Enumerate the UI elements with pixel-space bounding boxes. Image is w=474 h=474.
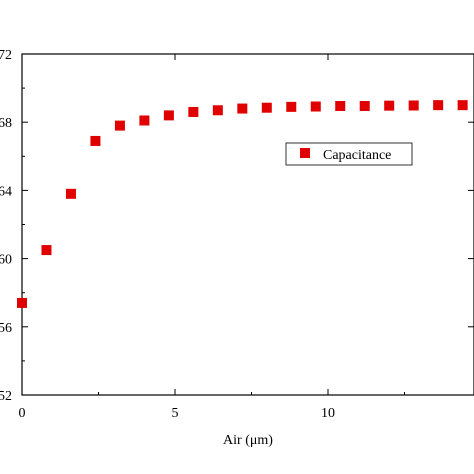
legend-marker [300, 148, 310, 158]
data-point [433, 100, 444, 111]
data-points [17, 100, 468, 308]
legend-box [285, 142, 413, 166]
data-point [114, 120, 125, 131]
y-tick-label: 56 [0, 321, 12, 336]
data-point [41, 245, 52, 256]
data-point [286, 101, 297, 112]
data-point [163, 110, 174, 121]
legend: Capacitance [285, 142, 413, 166]
x-axis-ticks: 0 5 10 [19, 54, 405, 421]
y-tick-label: 64 [0, 184, 12, 199]
y-tick-label: 72 [0, 48, 12, 63]
y-tick-label: 68 [0, 116, 12, 131]
data-point [90, 135, 101, 146]
data-point [212, 105, 223, 116]
data-point [384, 100, 395, 111]
data-point [188, 106, 199, 117]
x-axis-title: Air (μm) [223, 433, 273, 448]
x-tick-label: 0 [19, 406, 26, 421]
y-tick-label: 60 [0, 253, 12, 268]
data-point [310, 101, 321, 112]
data-point [457, 100, 468, 111]
plot-frame [21, 53, 474, 396]
data-point [237, 103, 248, 114]
data-point [261, 102, 272, 113]
data-point [408, 100, 419, 111]
data-point [359, 101, 370, 112]
data-point [65, 188, 76, 199]
y-axis-ticks: 52 56 60 64 68 72 [0, 48, 474, 404]
data-point [335, 101, 346, 112]
x-tick-label: 5 [172, 406, 179, 421]
legend-label: Capacitance [323, 148, 391, 163]
data-point [139, 115, 150, 126]
x-tick-label: 10 [321, 406, 335, 421]
y-tick-label: 52 [0, 389, 12, 404]
data-point [17, 297, 27, 308]
